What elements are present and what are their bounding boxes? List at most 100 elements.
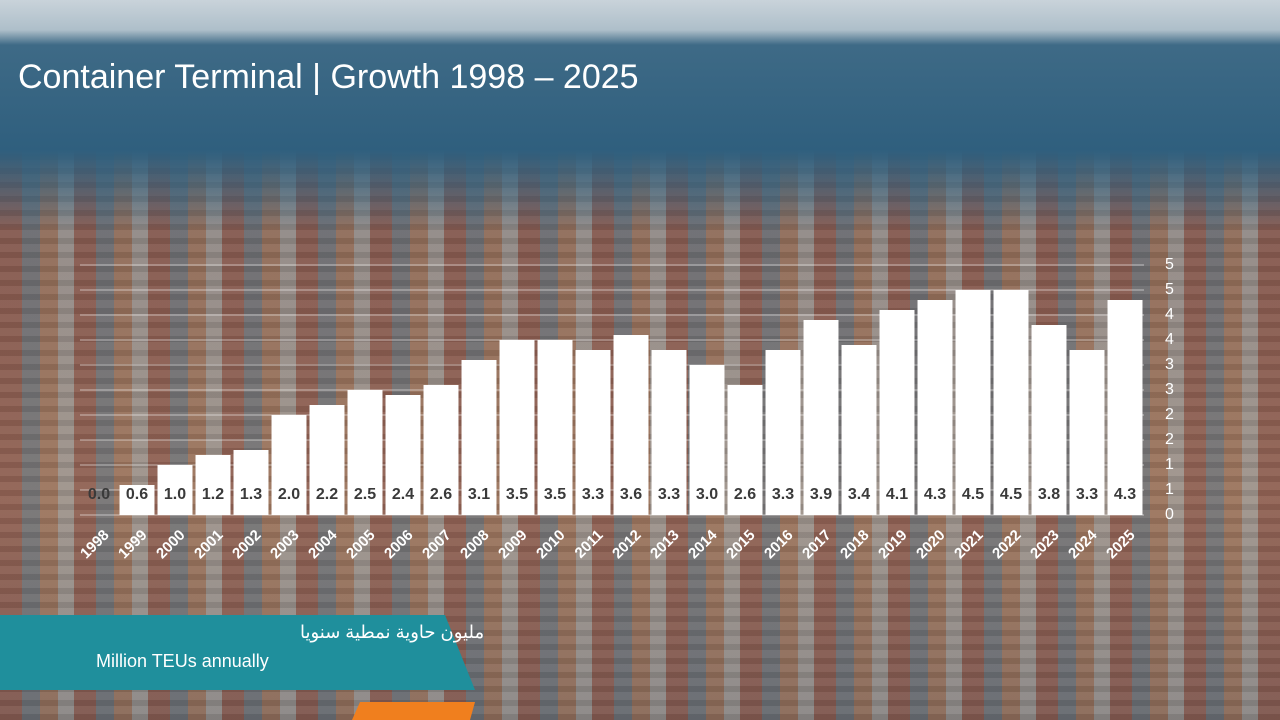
data-label: 3.8 — [1038, 486, 1060, 503]
bar — [233, 450, 269, 515]
data-label: 3.4 — [848, 486, 870, 503]
data-label: 0.0 — [88, 486, 110, 503]
y-tick-label: 5 — [1165, 281, 1174, 298]
y-tick-label: 1 — [1165, 481, 1174, 498]
y-tick-label: 4 — [1165, 331, 1174, 348]
y-tick-label: 0 — [1165, 506, 1174, 523]
x-tick-label: 2010 — [533, 527, 569, 563]
bar — [195, 455, 231, 515]
data-label: 3.3 — [582, 486, 604, 503]
data-label: 3.3 — [772, 486, 794, 503]
y-tick-label: 2 — [1165, 406, 1174, 423]
data-label: 2.5 — [354, 486, 376, 503]
x-tick-label: 2002 — [229, 527, 265, 563]
x-tick-label: 2011 — [572, 527, 607, 562]
data-label: 3.3 — [1076, 486, 1098, 503]
bar — [499, 340, 535, 515]
accent-stripe — [352, 702, 475, 720]
x-tick-label: 1998 — [77, 527, 113, 563]
caption-english: Million TEUs annually — [96, 651, 269, 671]
bar — [1069, 350, 1105, 515]
x-tick-label: 2012 — [609, 527, 645, 563]
data-label: 4.1 — [886, 486, 908, 503]
x-tick-label: 2021 — [951, 527, 987, 563]
bar — [1107, 300, 1143, 515]
data-label: 1.3 — [240, 486, 262, 503]
chart-title: Container Terminal | Growth 1998 – 2025 — [18, 58, 639, 96]
x-tick-label: 2023 — [1027, 527, 1063, 563]
x-tick-label: 2014 — [685, 526, 721, 562]
y-tick-label: 3 — [1165, 356, 1174, 373]
data-label: 0.6 — [126, 486, 148, 503]
x-tick-label: 2005 — [343, 527, 379, 563]
x-tick-label: 2019 — [875, 527, 911, 563]
data-label: 3.5 — [544, 486, 566, 503]
x-tick-label: 2022 — [989, 527, 1025, 563]
data-label: 3.5 — [506, 486, 528, 503]
y-tick-label: 5 — [1165, 256, 1174, 273]
bar — [727, 385, 763, 515]
x-tick-label: 2000 — [153, 527, 189, 563]
bar — [803, 320, 839, 515]
x-tick-label: 2009 — [495, 527, 531, 563]
bar — [613, 335, 649, 515]
x-tick-label: 2017 — [799, 527, 835, 563]
data-label: 4.3 — [1114, 486, 1136, 503]
data-label: 1.0 — [164, 486, 186, 503]
bar — [765, 350, 801, 515]
bar — [347, 390, 383, 515]
y-tick-label: 4 — [1165, 306, 1174, 323]
bar — [157, 465, 193, 515]
bar — [423, 385, 459, 515]
x-tick-label: 2003 — [267, 527, 303, 563]
x-tick-label: 2020 — [913, 527, 949, 563]
x-tick-label: 2004 — [305, 526, 341, 562]
x-tick-label: 2016 — [761, 527, 797, 563]
x-tick-label: 2018 — [837, 527, 873, 563]
data-label: 2.6 — [430, 486, 452, 503]
caption-arabic: مليون حاوية نمطية سنويا — [300, 622, 484, 643]
data-label: 2.0 — [278, 486, 300, 503]
bar — [1031, 325, 1067, 515]
bar — [955, 290, 991, 515]
bar — [385, 395, 421, 515]
bar — [461, 360, 497, 515]
bar — [537, 340, 573, 515]
bar — [271, 415, 307, 515]
data-label: 3.9 — [810, 486, 832, 503]
x-tick-label: 2008 — [457, 527, 493, 563]
bar — [119, 485, 155, 515]
x-tick-label: 2013 — [647, 527, 683, 563]
bar — [689, 365, 725, 515]
data-label: 2.4 — [392, 486, 414, 503]
data-label: 4.5 — [1000, 486, 1022, 503]
bar — [309, 405, 345, 515]
y-tick-label: 1 — [1165, 456, 1174, 473]
x-tick-label: 2025 — [1103, 527, 1139, 563]
data-label: 3.3 — [658, 486, 680, 503]
x-tick-label: 2007 — [419, 527, 455, 563]
bar — [993, 290, 1029, 515]
caption-banner — [0, 615, 475, 690]
data-label: 3.6 — [620, 486, 642, 503]
data-label: 3.1 — [468, 486, 490, 503]
x-tick-label: 1999 — [115, 527, 151, 563]
data-label: 4.3 — [924, 486, 946, 503]
x-tick-label: 2015 — [723, 527, 759, 563]
bar — [879, 310, 915, 515]
data-label: 2.2 — [316, 486, 338, 503]
x-tick-label: 2001 — [191, 527, 227, 563]
data-label: 1.2 — [202, 486, 224, 503]
bar — [575, 350, 611, 515]
bar — [651, 350, 687, 515]
data-label: 4.5 — [962, 486, 984, 503]
bar — [841, 345, 877, 515]
y-tick-label: 3 — [1165, 381, 1174, 398]
x-tick-label: 2024 — [1065, 526, 1101, 562]
data-label: 3.0 — [696, 486, 718, 503]
data-label: 2.6 — [734, 486, 756, 503]
y-tick-label: 2 — [1165, 431, 1174, 448]
x-tick-label: 2006 — [381, 527, 417, 563]
